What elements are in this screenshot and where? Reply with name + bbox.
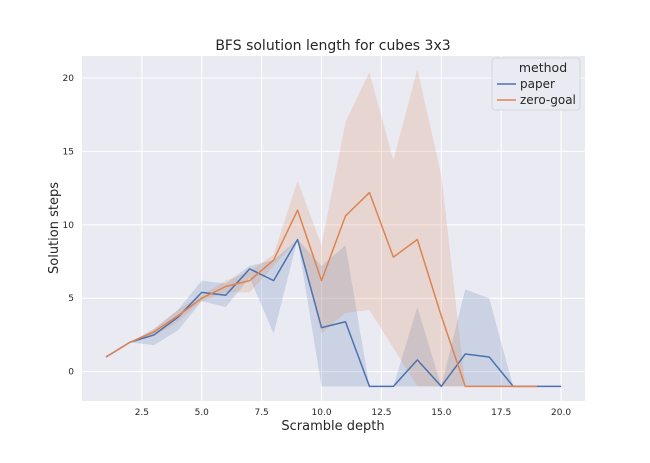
x-tick-label: 15.0 — [431, 408, 451, 418]
confidence-bands — [105, 69, 562, 387]
legend-title: method — [519, 60, 567, 75]
y-tick-label: 20 — [63, 74, 75, 84]
series-line-zero-goal — [105, 191, 538, 388]
y-axis-label: Solution steps — [47, 182, 62, 274]
legend-label-zero-goal: zero-goal — [520, 93, 576, 107]
y-tick-label: 15 — [63, 147, 74, 157]
ci-band-zero-goal — [105, 69, 538, 387]
x-tick-label: 12.5 — [371, 408, 391, 418]
grid-lines — [82, 56, 585, 401]
x-tick-label: 2.5 — [135, 408, 149, 418]
y-tick-label: 10 — [63, 221, 75, 231]
x-tick-label: 5.0 — [195, 408, 210, 418]
y-tick-label: 5 — [68, 294, 74, 304]
y-tick-label: 0 — [68, 368, 74, 378]
series-lines — [105, 191, 562, 388]
ci-band-paper — [105, 239, 562, 387]
x-tick-label: 10.0 — [312, 408, 332, 418]
legend-label-paper: paper — [520, 77, 555, 91]
chart-title: BFS solution length for cubes 3x3 — [215, 38, 450, 54]
x-tick-label: 17.5 — [491, 408, 511, 418]
tick-labels: 2.5 5.0 7.5 10.0 12.5 15.0 17.5 20.0 0 5 10 15 20 — [63, 74, 572, 418]
x-tick-label: 7.5 — [254, 408, 268, 418]
x-axis-label: Scramble depth — [281, 419, 384, 434]
legend: method paper zero-goal — [491, 57, 581, 111]
legend-box — [491, 57, 581, 111]
x-tick-label: 20.0 — [551, 408, 571, 418]
